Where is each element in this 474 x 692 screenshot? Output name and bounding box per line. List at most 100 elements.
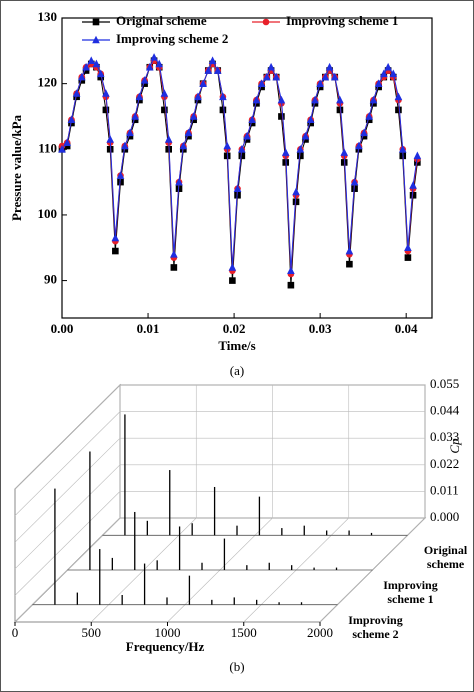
data-point — [311, 95, 319, 104]
data-point — [233, 184, 242, 192]
data-point — [204, 66, 213, 74]
data-point — [77, 72, 86, 81]
data-point — [306, 115, 315, 124]
data-point — [72, 89, 81, 97]
x-tick-label: 0.04 — [395, 321, 418, 336]
series-line — [61, 56, 418, 271]
data-point — [374, 79, 383, 87]
data-point — [404, 243, 412, 252]
row-label: Improving scheme 2 — [348, 612, 403, 641]
data-point — [316, 79, 324, 87]
data-point — [297, 152, 304, 160]
data-point — [238, 152, 246, 160]
y-tick-label: 130 — [38, 9, 58, 24]
data-point — [277, 95, 286, 104]
data-point — [194, 92, 202, 101]
y-tick-label: 0.011 — [430, 482, 459, 497]
data-point — [330, 72, 339, 81]
side-wall — [14, 383, 121, 624]
grid-line — [14, 411, 121, 516]
y-tick-label: 110 — [38, 140, 57, 155]
data-point — [296, 144, 305, 153]
data-point — [355, 141, 363, 150]
data-point — [287, 266, 295, 275]
data-point — [228, 263, 237, 271]
data-point — [82, 62, 90, 71]
legend-label: Improving scheme 1 — [286, 13, 398, 28]
data-point — [96, 69, 105, 78]
data-point — [380, 69, 388, 78]
data-point — [145, 62, 154, 71]
data-point — [117, 178, 124, 186]
data-point — [102, 89, 110, 97]
x-tick-label: 1000 — [155, 625, 181, 640]
data-point — [281, 148, 290, 156]
y-tick-label: 0.044 — [430, 403, 460, 418]
y-axis-label: Cp — [447, 438, 462, 454]
data-point — [340, 148, 349, 156]
data-point — [336, 95, 344, 104]
data-point — [409, 191, 417, 199]
y-tick-label: 0.033 — [430, 429, 459, 444]
data-point — [87, 56, 96, 64]
data-point — [58, 144, 66, 153]
data-point — [112, 247, 119, 255]
x-tick-label: 0.03 — [309, 321, 332, 336]
data-point — [161, 106, 168, 114]
x-tick-label: 0.00 — [51, 321, 74, 336]
data-point — [257, 79, 266, 87]
data-point — [131, 112, 139, 120]
data-point — [189, 112, 198, 120]
data-point — [238, 144, 246, 153]
data-point — [394, 92, 403, 101]
data-point — [267, 62, 275, 71]
data-point — [223, 141, 232, 150]
data-point — [384, 62, 392, 71]
data-point — [413, 151, 422, 160]
caption: (b) — [229, 659, 244, 674]
plot-frame — [61, 17, 433, 319]
data-point — [346, 260, 353, 268]
data-point — [325, 62, 334, 71]
data-point — [252, 95, 261, 104]
row-label: Improving scheme 1 — [383, 578, 438, 606]
data-point — [278, 113, 285, 120]
data-point — [199, 79, 207, 87]
data-point — [170, 264, 178, 271]
legend-marker — [262, 18, 270, 26]
data-point — [184, 128, 193, 137]
data-point — [243, 131, 251, 140]
data-point — [102, 106, 110, 114]
y-tick-label: 0.022 — [430, 456, 459, 471]
x-tick-label: 1500 — [231, 625, 257, 640]
data-point — [219, 92, 227, 101]
data-point — [213, 66, 222, 74]
data-point — [360, 128, 368, 137]
grid-line — [14, 437, 121, 543]
legend-marker — [92, 35, 100, 44]
row-label: Original scheme — [423, 543, 468, 572]
x-tick-label: 0.02 — [223, 321, 246, 336]
data-point — [116, 171, 125, 179]
data-point — [106, 135, 114, 143]
x-tick-label: 0.01 — [137, 321, 160, 336]
data-point — [248, 115, 256, 124]
data-point — [404, 254, 412, 261]
legend-label: Improving scheme 2 — [116, 31, 228, 46]
caption: (a) — [230, 363, 244, 378]
data-point — [301, 131, 310, 140]
x-tick-label: 2000 — [307, 625, 333, 640]
data-point — [365, 112, 373, 120]
y-axis-label: Pressure value/kPa — [9, 114, 24, 221]
data-point — [150, 53, 158, 61]
data-point — [160, 89, 169, 97]
data-point — [219, 106, 227, 114]
y-tick-label: 0.055 — [430, 376, 459, 391]
data-point — [409, 181, 417, 189]
grid-line — [14, 464, 121, 570]
legend-label: Original scheme — [116, 13, 207, 28]
data-point — [345, 246, 354, 255]
data-point — [272, 72, 281, 81]
